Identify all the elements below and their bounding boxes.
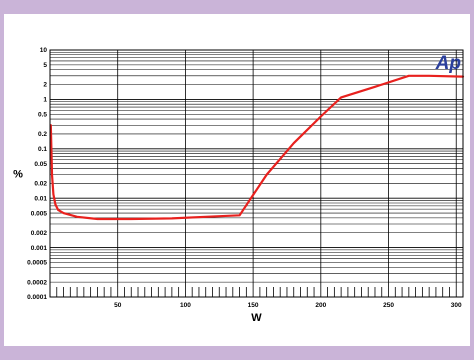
- y-tick-label: 0.1: [38, 146, 47, 153]
- y-tick-label: 0.5: [38, 111, 47, 118]
- y-tick-label: 0.0005: [27, 260, 47, 267]
- x-tick-label: 50: [114, 302, 122, 309]
- x-minor-ticks: [56, 287, 450, 297]
- y-tick-label: 0.002: [31, 230, 48, 237]
- y-tick-label: 10: [40, 47, 48, 54]
- y-tick-label: 0.001: [31, 245, 48, 252]
- x-axis-label: W: [251, 312, 262, 324]
- x-tick-label: 250: [383, 302, 394, 309]
- plot-area: [50, 50, 463, 297]
- chart: 10 5 2 1 0.5 0.2 0.1 0.05 0.02 0.01 0.005 0.002 0.00…: [13, 47, 465, 324]
- y-tick-label: 0.05: [34, 161, 47, 168]
- y-tick-label: 0.0001: [27, 294, 47, 301]
- y-axis-label: %: [13, 169, 23, 181]
- y-tick-label: 2: [43, 82, 47, 89]
- grid-lines: [50, 50, 463, 298]
- x-tick-label: 150: [248, 302, 259, 309]
- x-tick-label: 200: [315, 302, 326, 309]
- y-tick-label: 0.0002: [27, 279, 47, 286]
- y-tick-labels: 10 5 2 1 0.5 0.2 0.1 0.05 0.02 0.01 0.005 0.002 0.00…: [27, 47, 47, 301]
- brand-logo: Ap: [435, 53, 461, 74]
- plot-frame: [49, 49, 464, 298]
- y-tick-label: 0.2: [38, 131, 47, 138]
- y-tick-label: 0.005: [31, 210, 48, 217]
- chart-panel: 10 5 2 1 0.5 0.2 0.1 0.05 0.02 0.01 0.005 0.002 0.00…: [4, 14, 470, 346]
- series-layer: [49, 74, 465, 221]
- y-tick-label: 1: [43, 97, 47, 104]
- series-line: [49, 74, 465, 221]
- y-tick-label: 0.01: [34, 195, 47, 202]
- y-tick-label: 0.02: [34, 181, 47, 188]
- x-tick-label: 300: [451, 302, 462, 309]
- x-tick-label: 100: [180, 302, 191, 309]
- x-tick-labels: 50 100 150 200 250 300: [114, 302, 462, 309]
- y-tick-label: 5: [43, 62, 47, 69]
